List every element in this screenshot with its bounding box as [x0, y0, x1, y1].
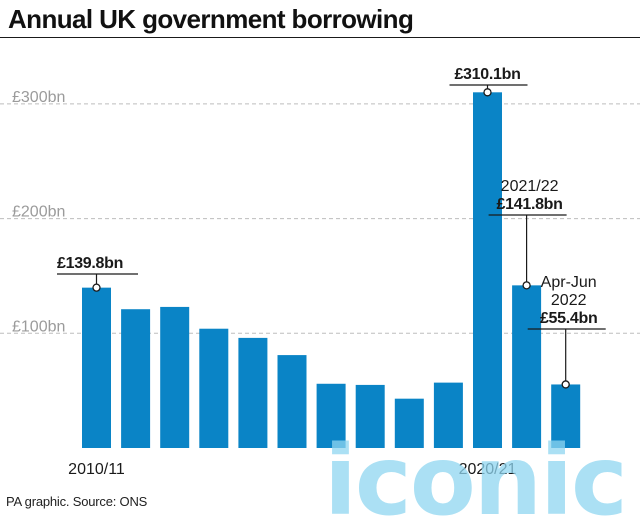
- bar: [160, 306, 190, 448]
- annotation-label: £55.4bn: [540, 310, 598, 327]
- annotation-label: Apr-Jun: [541, 274, 597, 291]
- bar: [433, 382, 463, 448]
- bar: [355, 384, 385, 448]
- bar: [121, 309, 151, 448]
- y-tick-label: £300bn: [12, 89, 65, 106]
- bar: [277, 355, 307, 448]
- bar: [238, 337, 268, 448]
- bar: [551, 384, 581, 448]
- source-note: PA graphic. Source: ONS: [6, 494, 148, 509]
- annotation-marker: [483, 88, 492, 97]
- annotation-marker: [522, 281, 531, 290]
- annotation-label: £139.8bn: [57, 255, 123, 272]
- annotation-label: 2021/22: [501, 178, 559, 195]
- bar: [394, 398, 424, 448]
- annotation-label: 2022: [551, 292, 587, 309]
- y-tick-label: £100bn: [12, 318, 65, 335]
- bar: [512, 285, 542, 448]
- x-tick-label: 2010/11: [68, 461, 125, 478]
- annotation-label: £141.8bn: [497, 196, 563, 213]
- bar: [316, 383, 346, 448]
- annotation-marker: [561, 380, 570, 389]
- annotation-label: £310.1bn: [454, 66, 520, 83]
- annotations: £139.8bn £310.1bn 2021/22£141.8bn Apr-Jun20…: [57, 66, 606, 389]
- x-tick-label: 2020/21: [459, 461, 517, 478]
- y-tick-labels: £100bn £200bn £300bn: [12, 89, 65, 335]
- chart-title: Annual UK government borrowing: [8, 4, 414, 34]
- x-tick-labels: 2010/11 2020/21: [68, 461, 516, 478]
- bars: [82, 92, 581, 448]
- bar: [82, 287, 111, 448]
- bar: [199, 328, 229, 448]
- y-tick-label: £200bn: [12, 204, 65, 221]
- bar: [473, 92, 502, 448]
- annotation-marker: [92, 283, 101, 292]
- title-divider: [0, 37, 640, 38]
